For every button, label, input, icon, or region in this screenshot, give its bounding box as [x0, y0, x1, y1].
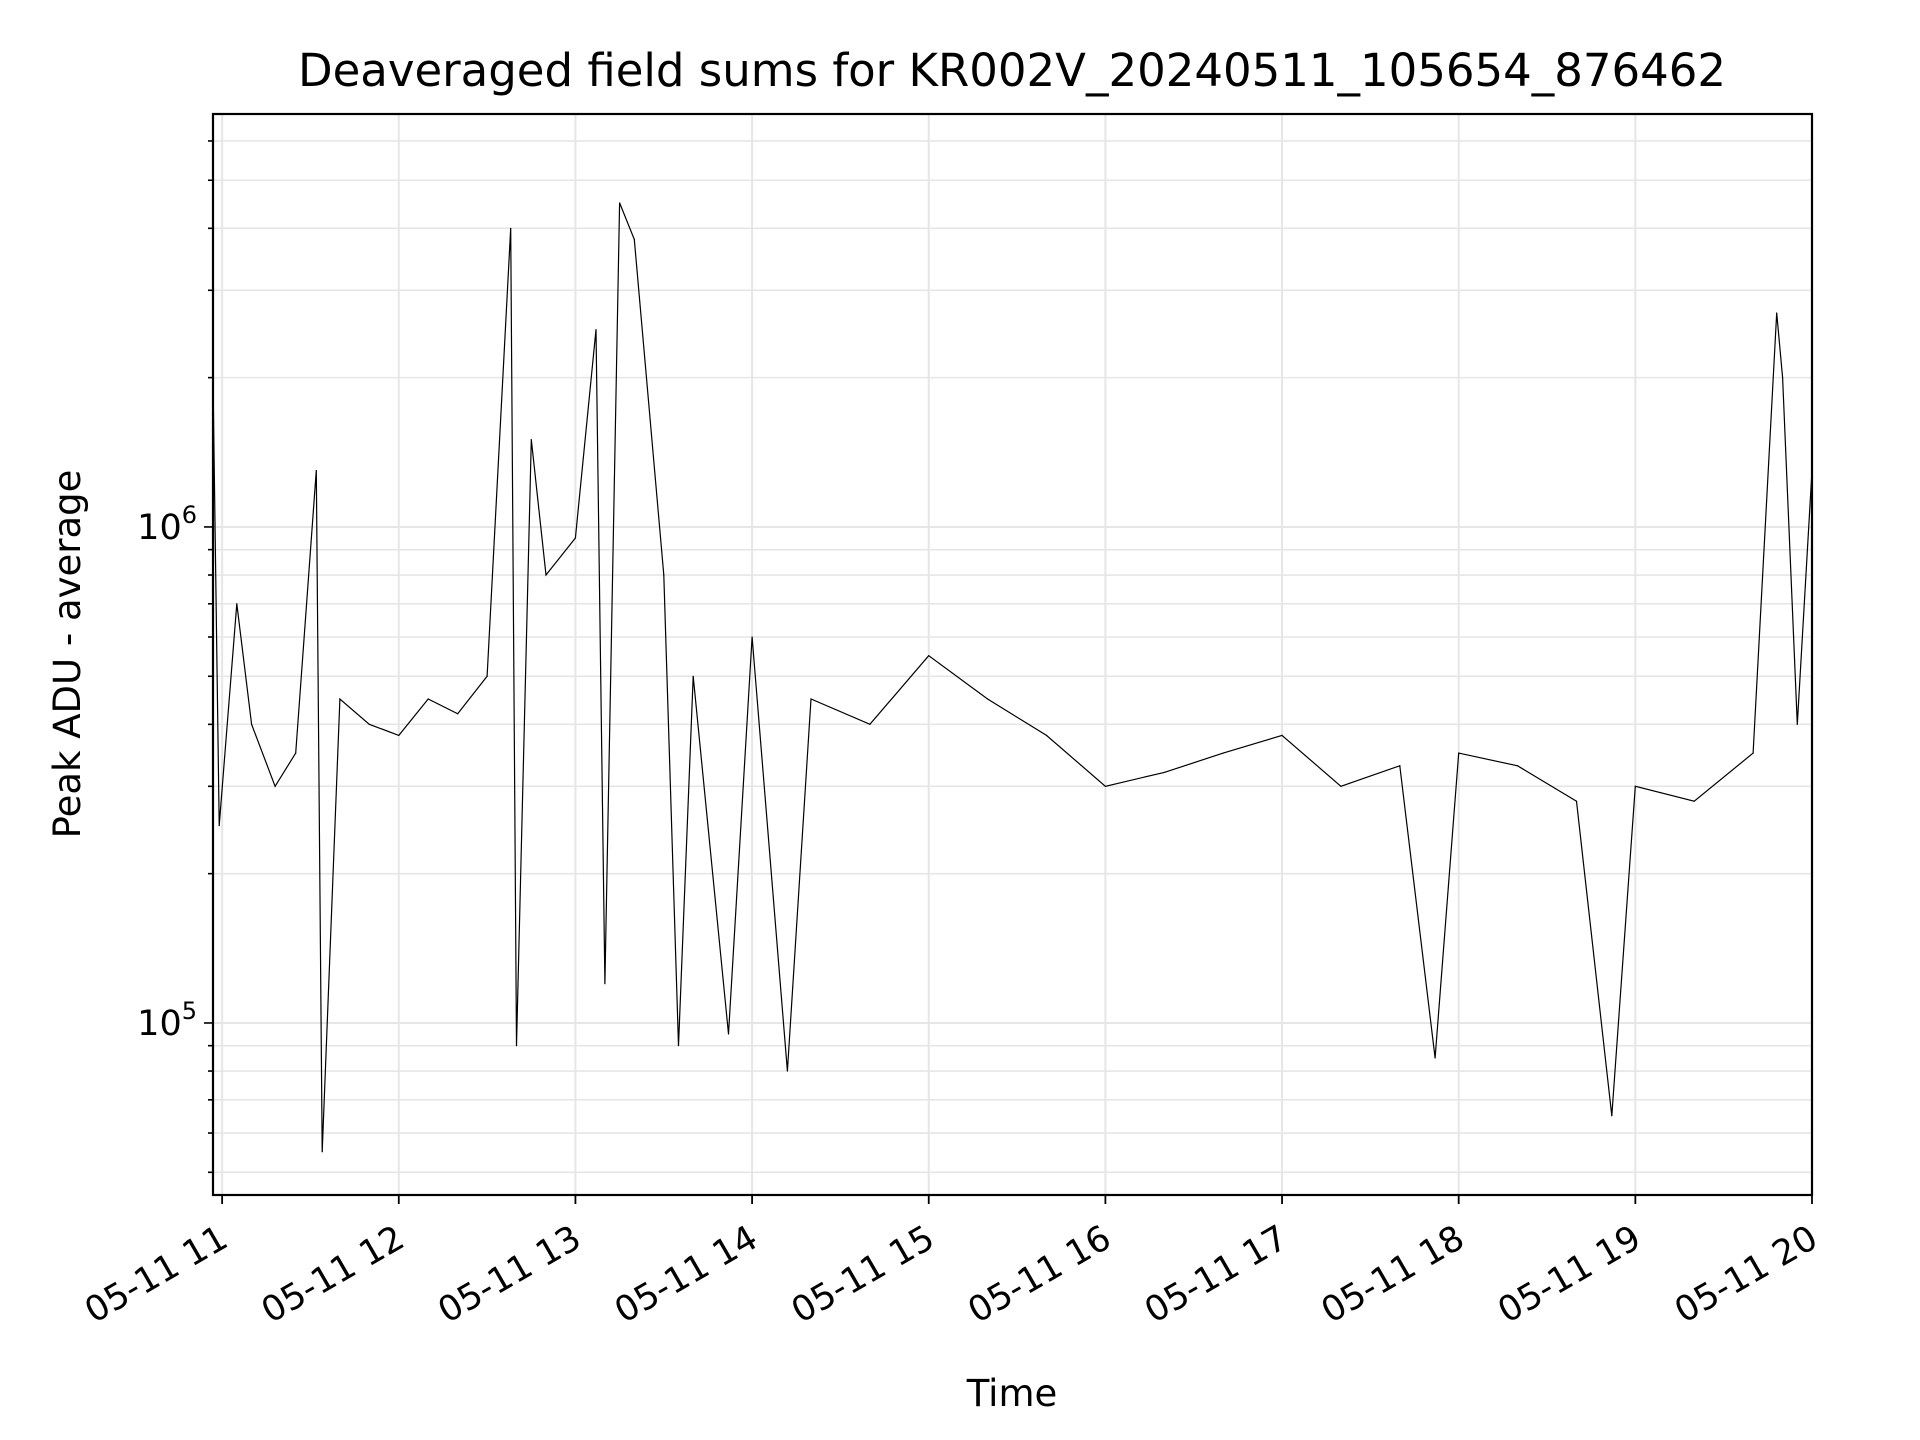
y-tick-labels: 105 106: [137, 501, 197, 1044]
series-point: [321, 1151, 323, 1153]
series-point: [339, 698, 341, 700]
series-line: [212, 202, 1813, 1152]
series-point: [1434, 1057, 1436, 1059]
series-point: [633, 238, 635, 240]
series-point: [1340, 785, 1342, 787]
series-point: [618, 202, 621, 204]
series-point: [1104, 785, 1106, 787]
series-point: [1045, 734, 1048, 736]
plot-frame: [211, 112, 1814, 1197]
series-point: [1776, 312, 1778, 314]
series-point: [1163, 771, 1165, 774]
series-point: [510, 227, 512, 229]
series-point: [727, 1033, 730, 1035]
series-point: [869, 723, 871, 725]
series-point: [250, 723, 253, 725]
series-point: [1796, 723, 1798, 725]
series-point: [692, 675, 694, 677]
series-point: [1458, 752, 1460, 754]
series-point: [427, 698, 429, 700]
series-point: [574, 537, 577, 539]
series-point: [751, 636, 753, 638]
series-point: [398, 734, 400, 736]
series-point: [786, 1070, 789, 1072]
grid-lines: [213, 114, 1813, 1195]
y-tick-label: 106: [137, 501, 197, 548]
series-point: [928, 655, 930, 657]
series-point: [530, 439, 532, 441]
series-point: [515, 1045, 518, 1047]
y-axis-label: Peak ADU - average: [46, 470, 89, 839]
series-point: [1222, 752, 1224, 754]
series-point: [1516, 765, 1519, 767]
series-point: [457, 713, 459, 715]
series-point: [274, 785, 276, 787]
x-axis-label: Time: [966, 1372, 1058, 1415]
tick-marks: [204, 140, 1813, 1204]
series-point: [368, 723, 370, 725]
series-point: [810, 698, 812, 700]
series-point: [218, 824, 220, 827]
series-point: [1399, 765, 1401, 767]
series-point: [1781, 377, 1784, 379]
series-point: [1281, 734, 1283, 736]
series-point: [1611, 1115, 1613, 1117]
y-tick-label: 105: [137, 997, 197, 1044]
series-point: [987, 698, 989, 700]
series-point: [663, 574, 665, 576]
series-point: [677, 1045, 680, 1047]
series-point: [295, 752, 297, 754]
series-point: [1634, 785, 1636, 787]
chart-title: Deaveraged field sums for KR002V_2024051…: [298, 44, 1726, 97]
series-point: [545, 574, 547, 576]
series-group: [212, 202, 1813, 1153]
series-point: [1575, 800, 1578, 802]
series-point: [486, 675, 488, 677]
series-point: [236, 603, 238, 605]
series-point: [1693, 800, 1695, 802]
series-point: [595, 328, 597, 331]
series-point: [1752, 752, 1754, 754]
series-point: [604, 983, 606, 985]
series-point: [315, 469, 317, 472]
